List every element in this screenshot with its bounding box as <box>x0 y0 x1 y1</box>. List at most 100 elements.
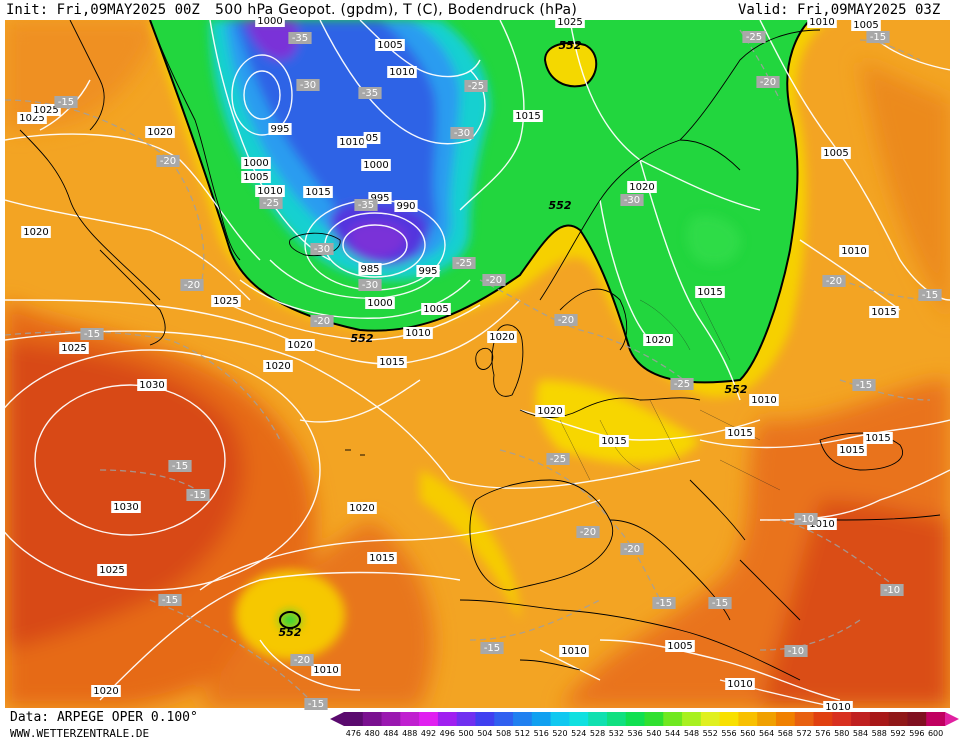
svg-text:1010: 1010 <box>339 137 364 148</box>
scale-swatch <box>362 712 383 726</box>
svg-text:-20: -20 <box>184 280 200 291</box>
svg-text:1010: 1010 <box>389 67 414 78</box>
temperature-label: -20 <box>290 654 314 666</box>
isobar-label: 1015 <box>513 110 543 122</box>
temperature-label: -15 <box>918 289 942 301</box>
svg-text:1000: 1000 <box>363 160 388 171</box>
temperature-label: -10 <box>784 645 808 657</box>
valid-time: Valid: Fri,09MAY2025 03Z <box>738 2 941 18</box>
isobar-label: 1020 <box>347 502 377 514</box>
height-label: 552 <box>559 39 582 52</box>
svg-text:1010: 1010 <box>809 519 834 530</box>
svg-text:990: 990 <box>396 201 415 212</box>
scale-tick-label: 516 <box>533 729 549 738</box>
svg-text:1005: 1005 <box>667 641 692 652</box>
temperature-label: -25 <box>670 378 694 390</box>
temperature-label: -15 <box>866 31 890 43</box>
svg-text:-30: -30 <box>624 195 640 206</box>
temperature-label: -30 <box>450 127 474 139</box>
scale-tick-label: 560 <box>740 729 756 738</box>
color-scale-labels: 476 480 484 488 492 496 500 504 508 512 516 520 524 5… <box>330 729 959 740</box>
temperature-label: -20 <box>822 275 846 287</box>
svg-text:-15: -15 <box>162 595 178 606</box>
svg-text:552: 552 <box>559 39 582 52</box>
scale-tick-label: 584 <box>852 729 869 738</box>
svg-text:-20: -20 <box>160 156 176 167</box>
scale-tick-label: 572 <box>796 729 812 738</box>
svg-text:1005: 1005 <box>423 304 448 315</box>
temperature-label: -25 <box>546 453 570 465</box>
temperature-label: -15 <box>304 698 328 710</box>
svg-text:-20: -20 <box>624 544 640 555</box>
scale-swatch <box>832 712 852 726</box>
svg-text:-25: -25 <box>468 81 484 92</box>
svg-text:1020: 1020 <box>489 332 514 343</box>
isobar-label: 990 <box>394 200 418 212</box>
scale-tick-label: 504 <box>477 729 493 738</box>
svg-text:1015: 1015 <box>727 428 752 439</box>
svg-text:1020: 1020 <box>645 335 670 346</box>
svg-text:05: 05 <box>366 133 379 144</box>
svg-text:1020: 1020 <box>93 686 118 697</box>
temperature-label: -15 <box>480 642 504 654</box>
svg-text:1015: 1015 <box>697 287 722 298</box>
svg-text:1025: 1025 <box>19 113 44 124</box>
svg-text:-20: -20 <box>826 276 842 287</box>
temperature-label: -35 <box>354 199 378 211</box>
temperature-labels: -35 -30 -35 -25 -30 -25 -35 -30 -25 -30 -20 -20 -15 -… <box>54 31 942 710</box>
svg-text:1020: 1020 <box>265 361 290 372</box>
scale-swatch <box>344 712 364 726</box>
scale-right-arrow <box>945 712 959 726</box>
isobar-label: 1025 <box>211 295 241 307</box>
isobar-label: 1015 <box>303 186 333 198</box>
svg-text:-25: -25 <box>746 32 762 43</box>
svg-text:-30: -30 <box>454 128 470 139</box>
svg-text:985: 985 <box>360 264 379 275</box>
svg-text:1020: 1020 <box>147 127 172 138</box>
isobar-label: 1015 <box>837 444 867 456</box>
isobar-label: 1025 <box>59 342 89 354</box>
svg-text:-15: -15 <box>172 461 188 472</box>
isobar-label: 1015 <box>367 552 397 564</box>
isobar-label: 1020 <box>263 360 293 372</box>
temperature-label: -35 <box>288 32 312 44</box>
svg-text:1020: 1020 <box>629 182 654 193</box>
scale-tick-label: 564 <box>758 729 775 738</box>
scale-swatch <box>569 712 589 726</box>
scale-swatch <box>494 712 514 726</box>
svg-text:-15: -15 <box>484 643 500 654</box>
scale-swatch <box>851 712 871 726</box>
data-source: Data: ARPEGE OPER 0.100° <box>10 710 198 725</box>
scale-swatch <box>682 712 702 726</box>
svg-text:1025: 1025 <box>557 17 582 28</box>
scale-tick-label: 556 <box>721 729 737 738</box>
scale-swatch <box>456 712 476 726</box>
scale-swatch <box>888 712 908 726</box>
isobar-label: 985 <box>358 263 382 275</box>
svg-text:-25: -25 <box>263 198 279 209</box>
svg-text:1015: 1015 <box>369 553 394 564</box>
isobar-label: 1020 <box>91 685 121 697</box>
svg-text:1030: 1030 <box>139 380 164 391</box>
isobar-label: 1015 <box>695 286 725 298</box>
scale-swatch <box>644 712 664 726</box>
scale-swatch <box>625 712 645 726</box>
svg-text:-25: -25 <box>550 454 566 465</box>
svg-text:1010: 1010 <box>257 186 282 197</box>
scale-tick-label: 544 <box>665 729 681 738</box>
site-url: WWW.WETTERZENTRALE.DE <box>10 727 150 740</box>
temperature-label: -15 <box>158 594 182 606</box>
temperature-label: -35 <box>358 87 382 99</box>
svg-text:1015: 1015 <box>839 445 864 456</box>
isobar-label: 1000 <box>361 159 391 171</box>
svg-text:-35: -35 <box>292 33 308 44</box>
geopotential-labels: 552 552 552 552 552 <box>279 39 748 639</box>
scale-tick-label: 588 <box>871 729 887 738</box>
svg-text:-20: -20 <box>486 275 502 286</box>
color-scale: 476 480 484 488 492 496 500 504 508 512 516 520 524 5… <box>330 710 959 741</box>
svg-text:1000: 1000 <box>257 16 282 27</box>
scale-swatch <box>719 712 739 726</box>
scale-tick-label: 488 <box>402 729 418 738</box>
isobar-label: 1020 <box>285 339 315 351</box>
